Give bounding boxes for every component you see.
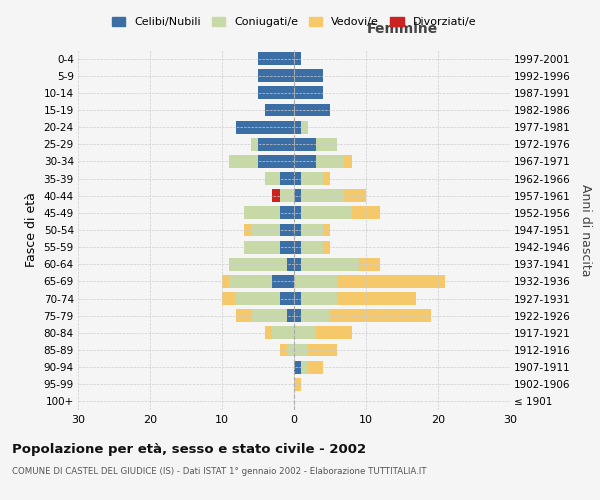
Bar: [280, 224, 294, 236]
Bar: [316, 326, 352, 340]
Bar: [294, 172, 301, 185]
Bar: [258, 86, 294, 100]
Bar: [316, 138, 337, 150]
Bar: [294, 104, 330, 117]
Text: Popolazione per età, sesso e stato civile - 2002: Popolazione per età, sesso e stato civil…: [12, 442, 366, 456]
Bar: [229, 258, 287, 270]
Bar: [301, 310, 330, 322]
Bar: [272, 326, 294, 340]
Bar: [244, 240, 280, 254]
Bar: [272, 190, 280, 202]
Bar: [301, 360, 308, 374]
Bar: [265, 326, 272, 340]
Bar: [236, 120, 294, 134]
Bar: [294, 120, 301, 134]
Bar: [222, 275, 229, 288]
Bar: [229, 155, 258, 168]
Bar: [308, 360, 323, 374]
Bar: [280, 172, 294, 185]
Legend: Celibi/Nubili, Coniugati/e, Vedovi/e, Divorziati/e: Celibi/Nubili, Coniugati/e, Vedovi/e, Di…: [107, 12, 481, 32]
Y-axis label: Anni di nascita: Anni di nascita: [579, 184, 592, 276]
Bar: [280, 206, 294, 220]
Bar: [352, 206, 380, 220]
Bar: [301, 190, 344, 202]
Bar: [294, 326, 316, 340]
Bar: [301, 292, 337, 305]
Y-axis label: Fasce di età: Fasce di età: [25, 192, 38, 268]
Bar: [323, 172, 330, 185]
Text: Femmine: Femmine: [367, 22, 437, 36]
Bar: [265, 172, 280, 185]
Bar: [323, 224, 330, 236]
Bar: [294, 378, 301, 390]
Bar: [251, 138, 258, 150]
Text: COMUNE DI CASTEL DEL GIUDICE (IS) - Dati ISTAT 1° gennaio 2002 - Elaborazione TU: COMUNE DI CASTEL DEL GIUDICE (IS) - Dati…: [12, 468, 427, 476]
Bar: [294, 138, 316, 150]
Bar: [308, 344, 337, 356]
Bar: [337, 275, 445, 288]
Bar: [359, 258, 380, 270]
Bar: [294, 224, 301, 236]
Bar: [272, 275, 294, 288]
Bar: [301, 120, 308, 134]
Bar: [294, 206, 301, 220]
Bar: [265, 104, 294, 117]
Bar: [287, 310, 294, 322]
Bar: [301, 206, 352, 220]
Bar: [344, 190, 366, 202]
Bar: [251, 310, 287, 322]
Bar: [294, 86, 323, 100]
Bar: [258, 155, 294, 168]
Bar: [222, 292, 236, 305]
Bar: [280, 292, 294, 305]
Bar: [287, 344, 294, 356]
Bar: [229, 275, 272, 288]
Bar: [280, 240, 294, 254]
Bar: [251, 224, 280, 236]
Bar: [280, 344, 287, 356]
Bar: [301, 224, 323, 236]
Bar: [244, 224, 251, 236]
Bar: [294, 275, 337, 288]
Bar: [294, 155, 316, 168]
Bar: [258, 52, 294, 65]
Bar: [330, 310, 431, 322]
Bar: [344, 155, 352, 168]
Bar: [287, 258, 294, 270]
Bar: [294, 240, 301, 254]
Bar: [294, 52, 301, 65]
Bar: [244, 206, 280, 220]
Bar: [258, 70, 294, 82]
Bar: [294, 360, 301, 374]
Bar: [294, 310, 301, 322]
Bar: [301, 172, 323, 185]
Bar: [258, 138, 294, 150]
Bar: [323, 240, 330, 254]
Bar: [337, 292, 416, 305]
Bar: [301, 240, 323, 254]
Bar: [316, 155, 344, 168]
Bar: [236, 310, 251, 322]
Bar: [294, 292, 301, 305]
Bar: [294, 258, 301, 270]
Bar: [294, 190, 301, 202]
Bar: [294, 70, 323, 82]
Bar: [236, 292, 280, 305]
Bar: [294, 344, 308, 356]
Bar: [301, 258, 359, 270]
Bar: [280, 190, 294, 202]
